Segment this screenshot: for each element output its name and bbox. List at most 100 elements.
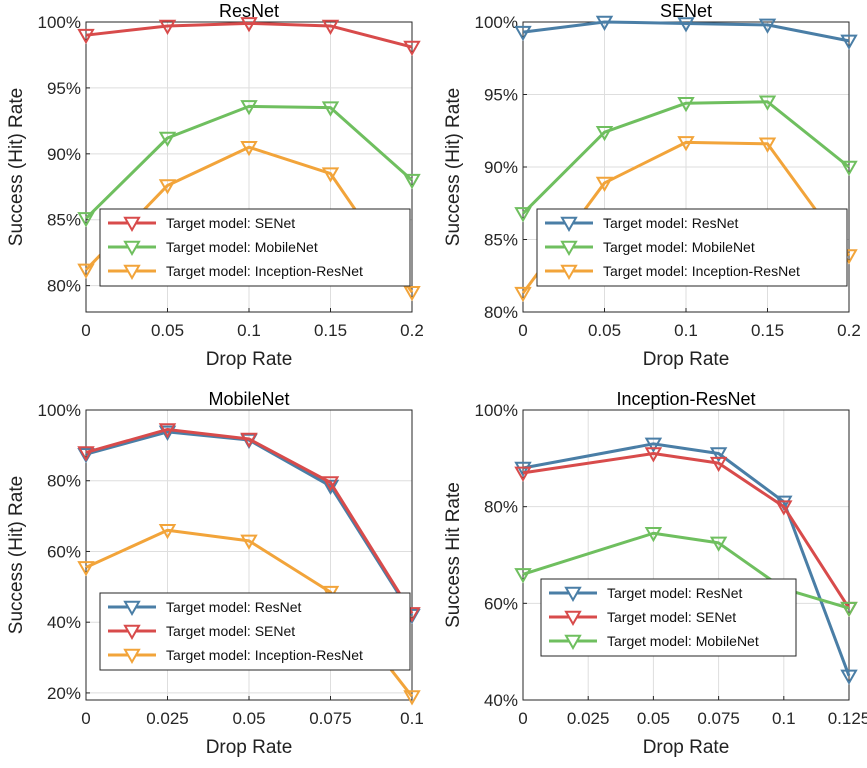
- x-axis-label: Drop Rate: [643, 737, 730, 758]
- series-senet: [77, 17, 421, 57]
- data-point-mobilenet: [514, 568, 532, 584]
- legend-label: Target model: SENet: [607, 609, 736, 625]
- chart-title: SENet: [660, 1, 712, 21]
- y-axis-label: Success Hit Rate: [443, 482, 464, 628]
- data-point-senet: [158, 423, 177, 439]
- data-point-mobilenet: [840, 160, 858, 177]
- x-axis-label: Drop Rate: [206, 349, 293, 370]
- data-point-resnet: [595, 15, 614, 32]
- y-tick-label: 90%: [47, 145, 81, 164]
- y-tick-label: 60%: [484, 594, 518, 613]
- x-tick-label: 0.075: [309, 709, 352, 728]
- x-tick-label: 0: [518, 709, 527, 728]
- data-point-mobilenet: [77, 212, 95, 228]
- legend-marker-resnet: [560, 216, 578, 233]
- data-point-resnet: [158, 425, 177, 441]
- data-point-senet: [709, 456, 728, 473]
- data-point-senet: [77, 446, 95, 462]
- chart-title: Inception-ResNet: [616, 389, 755, 409]
- x-tick-label: 0.1: [674, 321, 698, 340]
- data-point-mobilenet: [709, 536, 728, 552]
- y-tick-label: 95%: [47, 79, 81, 98]
- series-senet: [514, 447, 858, 618]
- axes-frame: [522, 409, 850, 701]
- series-resnet: [514, 15, 858, 50]
- data-point-resnet: [677, 17, 695, 33]
- data-point-senet: [158, 19, 177, 35]
- y-axis-label: Success (Hit) Rate: [6, 88, 27, 246]
- legend-marker-mobilenet: [564, 634, 582, 651]
- legend-marker-senet: [564, 610, 582, 627]
- legend-marker-resnet: [564, 586, 582, 603]
- series-line-mobilenet: [521, 100, 850, 215]
- x-tick-label: 0.05: [151, 321, 184, 340]
- panel-inception-resnet: 40% 60% 80% 100% 0 0.025 0.05 0.075 0.1 0.125 Ince…: [443, 389, 867, 758]
- x-tick-label: 0.05: [588, 321, 621, 340]
- legend-label: Target model: Inception-ResNet: [166, 647, 363, 663]
- data-point-mobilenet: [403, 173, 421, 190]
- x-tick-label: 0.1: [237, 321, 261, 340]
- legend-label: Target model: SENet: [166, 623, 295, 639]
- legend-label: Target model: MobileNet: [603, 239, 755, 255]
- y-tick-label: 100%: [38, 401, 81, 420]
- y-tick-label: 95%: [484, 86, 518, 105]
- chart-title: MobileNet: [208, 389, 289, 409]
- data-point-mobilenet: [677, 96, 695, 113]
- data-point-mobilenet: [321, 101, 340, 117]
- legend-label: Target model: Inception-ResNet: [603, 263, 800, 279]
- data-point-resnet: [840, 34, 858, 50]
- y-tick-label: 85%: [484, 231, 518, 250]
- legend-label: Target model: ResNet: [603, 215, 739, 231]
- data-point-senet: [321, 19, 340, 35]
- data-point-resnet: [709, 447, 728, 463]
- x-tick-label: 0.05: [232, 709, 265, 728]
- y-tick-label: 20%: [47, 684, 81, 703]
- x-tick-label: 0.075: [697, 709, 740, 728]
- data-point-mobilenet: [840, 601, 858, 618]
- data-point-inception: [403, 690, 421, 706]
- y-tick-label: 60%: [47, 542, 81, 561]
- legend-label: Target model: MobileNet: [166, 239, 318, 255]
- legend-label: Target model: SENet: [166, 215, 295, 231]
- legend-marker-inception: [123, 264, 141, 281]
- data-point-senet: [644, 447, 663, 463]
- data-point-senet: [321, 476, 340, 492]
- data-point-inception: [240, 140, 258, 157]
- legend: Target model: ResNet Target model: SENet T…: [99, 592, 411, 671]
- legend: Target model: SENet Target model: MobileN…: [99, 208, 411, 287]
- data-point-mobilenet: [514, 207, 532, 223]
- legend-marker-mobilenet: [123, 240, 141, 257]
- y-tick-label: 40%: [484, 691, 518, 710]
- x-tick-label: 0: [81, 321, 90, 340]
- legend-label: Target model: ResNet: [607, 585, 743, 601]
- data-point-senet: [403, 40, 421, 57]
- data-point-mobilenet: [158, 131, 177, 148]
- panel-senet: 80% 85% 90% 95% 100% 0 0.05 0.1 0.15 0.2 SENet Drop…: [443, 1, 861, 370]
- series-mobilenet: [77, 100, 421, 228]
- x-tick-label: 0.2: [400, 321, 424, 340]
- series-line-resnet: [522, 20, 850, 43]
- x-tick-label: 0.1: [400, 709, 424, 728]
- panel-resnet: 80% 85% 90% 95% 100% 0 0.05 0.1 0.15 0.2 ResNet Dro…: [6, 1, 424, 370]
- x-tick-label: 0.2: [837, 321, 861, 340]
- data-point-senet: [775, 500, 793, 516]
- data-point-inception: [595, 176, 614, 192]
- data-point-senet: [240, 17, 258, 33]
- legend-marker-senet: [123, 216, 141, 233]
- legend-marker-inception: [560, 264, 578, 281]
- x-axis-label: Drop Rate: [206, 737, 293, 758]
- data-point-inception: [158, 523, 177, 540]
- panel-mobilenet: 20% 40% 60% 80% 100% 0 0.025 0.05 0.075 0.1 Mobile…: [6, 389, 424, 758]
- legend-marker-mobilenet: [560, 240, 578, 257]
- x-tick-label: 0: [518, 321, 527, 340]
- x-tick-label: 0.15: [314, 321, 347, 340]
- series-line-senet: [85, 21, 413, 49]
- y-tick-label: 80%: [47, 472, 81, 491]
- series-line-resnet: [522, 442, 851, 677]
- data-point-inception: [158, 179, 177, 195]
- data-point-resnet: [758, 18, 777, 34]
- data-point-inception: [514, 286, 532, 303]
- legend: Target model: ResNet Target model: SENet T…: [540, 578, 797, 657]
- x-tick-label: 0.025: [146, 709, 189, 728]
